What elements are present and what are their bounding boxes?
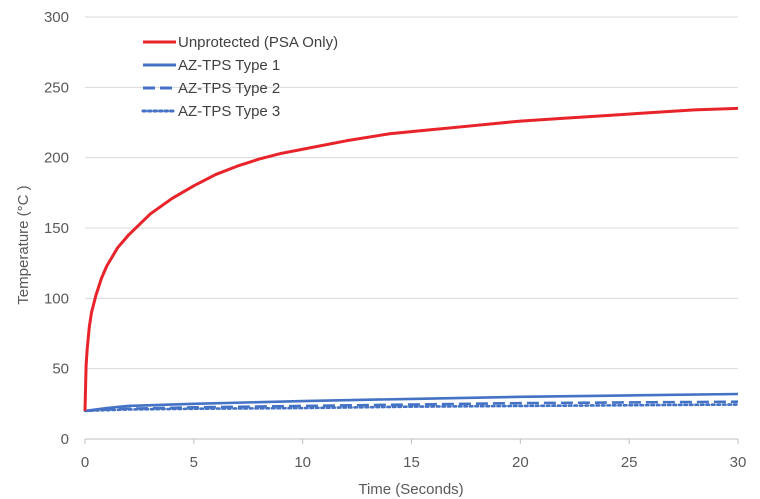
legend: Unprotected (PSA Only) AZ-TPS Type 1 AZ-TP… [143,34,338,120]
y-axis-tick-labels: 0 50 100 150 200 250 300 [44,9,69,448]
axes [85,439,738,444]
y-tick-label: 100 [44,290,69,307]
x-tick-label: 10 [294,454,311,471]
legend-label: Unprotected (PSA Only) [178,34,338,51]
y-tick-label: 50 [52,361,69,378]
legend-label: AZ-TPS Type 3 [178,103,280,120]
x-tick-label: 5 [190,454,198,471]
x-tick-label: 25 [621,454,638,471]
y-tick-label: 0 [61,431,69,448]
y-tick-label: 150 [44,220,69,237]
legend-label: AZ-TPS Type 1 [178,57,280,74]
x-axis-tick-labels: 0 5 10 15 20 25 30 [81,454,747,471]
x-tick-label: 30 [730,454,747,471]
y-axis-title: Temperature (°C ) [15,185,32,304]
y-tick-label: 250 [44,79,69,96]
legend-label: AZ-TPS Type 2 [178,80,280,97]
y-tick-label: 300 [44,9,69,26]
y-tick-label: 200 [44,150,69,167]
series-line-unprotected-psa-only [85,108,738,410]
plot-series [85,108,738,410]
x-tick-label: 0 [81,454,89,471]
x-tick-label: 15 [403,454,420,471]
x-tick-label: 20 [512,454,529,471]
x-axis-title: Time (Seconds) [358,481,463,498]
